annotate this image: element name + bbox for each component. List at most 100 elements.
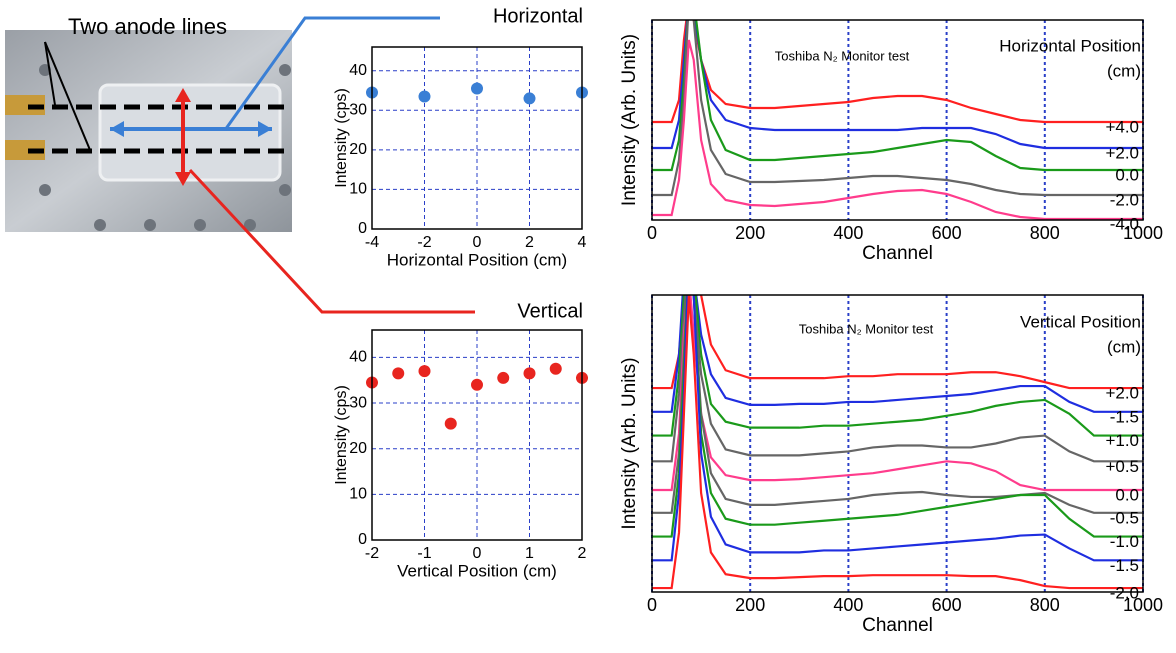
x-tick-label: 1 xyxy=(525,545,534,562)
series-line xyxy=(652,295,1143,590)
series-line xyxy=(652,295,1143,413)
chart-title: Vertical xyxy=(517,300,583,322)
x-tick-label: -4 xyxy=(365,234,379,251)
x-tick-label: 0 xyxy=(473,545,482,562)
series-line xyxy=(652,20,1143,124)
legend-label: -4.0 xyxy=(1110,214,1139,233)
x-tick-label: -1 xyxy=(417,545,431,562)
series-line xyxy=(652,295,1143,538)
x-tick-label: 1000 xyxy=(1123,223,1163,243)
x-tick-label: 0 xyxy=(473,234,482,251)
x-tick-label: 600 xyxy=(932,595,962,615)
y-tick-label: 20 xyxy=(349,440,367,457)
legend-label: +0.5 xyxy=(1105,457,1139,476)
y-tick-label: 20 xyxy=(349,141,367,158)
point xyxy=(418,365,431,378)
point xyxy=(418,90,431,103)
photo: Two anode lines xyxy=(5,14,475,314)
y-axis-label: Intensity (cps) xyxy=(333,88,350,188)
plot-frame xyxy=(371,46,583,230)
x-tick-label: 4 xyxy=(578,234,587,251)
series-line xyxy=(652,295,1143,390)
plot-frame xyxy=(651,19,1144,221)
legend-label: 0.0 xyxy=(1115,486,1139,505)
y-tick-label: 10 xyxy=(349,486,367,503)
x-tick-label: 1000 xyxy=(1123,595,1163,615)
chart-title: Toshiba N₂ Monitor test xyxy=(775,48,910,63)
legend-title: Horizontal Position xyxy=(999,36,1141,55)
x-axis-label: Vertical Position (cm) xyxy=(397,561,557,580)
series-line xyxy=(652,295,1143,514)
x-tick-label: 2 xyxy=(525,234,534,251)
legend-label: +1.0 xyxy=(1105,431,1139,450)
legend-label: -1.0 xyxy=(1110,532,1139,551)
y-axis-label: Intensity (Arb. Units) xyxy=(619,34,640,206)
legend-label: -0.5 xyxy=(1110,508,1139,527)
x-tick-label: 200 xyxy=(735,595,765,615)
point xyxy=(471,378,483,391)
x-axis-label: Channel xyxy=(862,243,933,264)
legend-title: (cm) xyxy=(1107,61,1141,80)
point xyxy=(471,82,483,95)
y-tick-label: 30 xyxy=(349,102,367,119)
series-line xyxy=(652,295,1143,562)
chart-title: Toshiba N₂ Monitor test xyxy=(799,321,934,336)
series-line xyxy=(652,20,1143,197)
legend-label: +2.0 xyxy=(1105,384,1139,403)
x-tick-label: 800 xyxy=(1030,223,1060,243)
y-axis-label: Intensity (Arb. Units) xyxy=(619,357,640,529)
y-tick-label: 0 xyxy=(358,220,367,237)
plot-frame xyxy=(371,329,583,541)
x-tick-label: 0 xyxy=(647,223,657,243)
series-line xyxy=(652,295,1143,492)
x-tick-label: -2 xyxy=(365,545,379,562)
legend-label: 0.0 xyxy=(1115,165,1139,184)
legend-label: -2.0 xyxy=(1110,190,1139,209)
plot-frame xyxy=(651,294,1144,593)
x-tick-label: 200 xyxy=(735,223,765,243)
series-line xyxy=(652,20,1143,150)
legend-label: -1.5 xyxy=(1110,556,1139,575)
legend-title: (cm) xyxy=(1107,337,1141,356)
photo-label: Two anode lines xyxy=(68,14,227,39)
x-tick-label: 0 xyxy=(647,595,657,615)
y-axis-label: Intensity (cps) xyxy=(333,385,350,485)
legend-label: -2.0 xyxy=(1110,584,1139,603)
x-tick-label: -2 xyxy=(417,234,431,251)
series-line xyxy=(652,295,1143,463)
series-line xyxy=(652,39,1143,220)
legend-label: +2.0 xyxy=(1105,143,1139,162)
chart-title: Horizontal xyxy=(493,5,583,27)
point xyxy=(444,417,457,430)
x-tick-label: 400 xyxy=(833,595,863,615)
y-tick-label: 0 xyxy=(358,531,367,548)
y-tick-label: 10 xyxy=(349,181,367,198)
point xyxy=(523,367,536,380)
series-line xyxy=(652,295,1143,437)
x-axis-label: Channel xyxy=(862,615,933,636)
y-tick-label: 30 xyxy=(349,394,367,411)
x-tick-label: 800 xyxy=(1030,595,1060,615)
x-tick-label: 400 xyxy=(833,223,863,243)
chart: 0 10 20 30 40 -2 -1 0 1 2 Vertical Position (cm) In… xyxy=(333,300,588,580)
point xyxy=(549,362,562,375)
legend-title: Vertical Position xyxy=(1020,312,1141,331)
legend-label: +4.0 xyxy=(1105,117,1139,136)
x-tick-label: 600 xyxy=(932,223,962,243)
y-tick-label: 40 xyxy=(349,349,367,366)
chart: 0 200 400 600 800 1000 Channel Intensity (Arb. … xyxy=(619,294,1163,636)
chart: 0 10 20 30 40 -4 -2 0 2 4 Horizontal Position (cm)… xyxy=(333,5,588,269)
x-axis-label: Horizontal Position (cm) xyxy=(387,250,567,269)
point xyxy=(392,367,405,380)
y-tick-label: 40 xyxy=(349,62,367,79)
series-line xyxy=(652,20,1143,172)
lines xyxy=(652,20,1143,220)
lines xyxy=(652,295,1143,590)
point xyxy=(497,371,510,384)
chart: 0 200 400 600 800 1000 Channel Intensity (Arb. … xyxy=(619,19,1163,264)
point xyxy=(523,92,536,105)
legend-label: -1.5 xyxy=(1110,407,1139,426)
x-tick-label: 2 xyxy=(578,545,587,562)
